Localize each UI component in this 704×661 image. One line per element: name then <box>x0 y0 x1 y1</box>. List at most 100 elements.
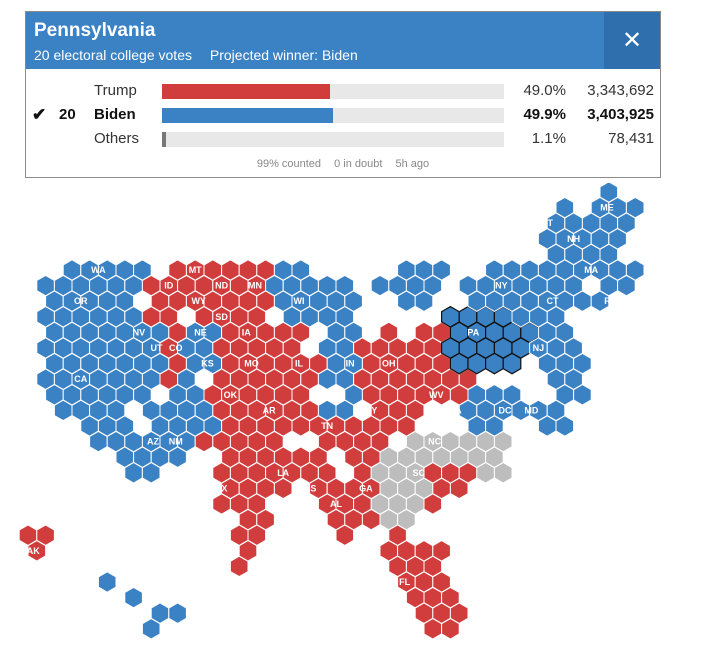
state-label: MS <box>303 483 317 493</box>
state-nj[interactable]: NJ <box>529 321 592 390</box>
state-ia[interactable]: IA <box>242 321 311 359</box>
state-hex <box>449 352 469 375</box>
state-hex <box>449 446 469 468</box>
state-result-panel: Pennsylvania 20 electoral college votes … <box>25 11 661 178</box>
state-ar[interactable]: AR <box>263 399 328 437</box>
state-mn[interactable]: MN <box>248 259 328 328</box>
state-label: NE <box>194 327 207 337</box>
state-hex <box>467 352 487 375</box>
state-mi[interactable]: MI <box>366 259 451 312</box>
state-hex <box>27 540 47 562</box>
state-ny[interactable]: NY <box>458 259 575 328</box>
winner-check-icon: ✔ <box>32 105 47 124</box>
state-label: NC <box>428 437 441 447</box>
state-hex <box>608 259 627 281</box>
state-label: TN <box>321 421 333 431</box>
state-ks[interactable]: KS <box>201 352 258 390</box>
state-hi[interactable]: HI <box>97 571 187 640</box>
state-tx[interactable]: TX <box>194 415 293 578</box>
candidate-name: Others <box>94 130 140 147</box>
state-sd[interactable]: SD <box>215 290 275 328</box>
state-wi[interactable]: WI <box>294 274 363 344</box>
state-label: HI <box>119 608 128 618</box>
state-ct[interactable]: CT <box>547 274 610 312</box>
state-label: AL <box>330 499 342 509</box>
state-de[interactable]: DE <box>539 384 592 406</box>
state-ne[interactable]: NE <box>194 321 258 359</box>
candidate-name: Trump <box>94 82 137 99</box>
state-label: VA <box>450 405 462 415</box>
state-hex <box>493 462 513 484</box>
state-label: CT <box>547 296 559 306</box>
close-button[interactable]: ✕ <box>604 12 660 69</box>
vote-count: 3,403,925 <box>587 106 654 123</box>
state-nm[interactable]: NM <box>168 384 223 453</box>
state-me[interactable]: ME <box>590 183 645 250</box>
vote-share-bar-track <box>162 132 504 147</box>
state-wy[interactable]: WY <box>191 290 240 328</box>
state-label: CO <box>169 343 183 353</box>
state-ut[interactable]: UT <box>151 321 187 390</box>
count-status: 99% counted 0 in doubt 5h ago <box>26 158 660 170</box>
state-pa[interactable]: PA <box>441 305 540 375</box>
state-hex <box>625 259 645 281</box>
state-label: AZ <box>147 437 159 447</box>
state-va[interactable]: VA <box>450 384 522 437</box>
vote-count: 78,431 <box>608 130 654 147</box>
state-hex <box>414 290 434 312</box>
state-label: MT <box>189 265 202 275</box>
state-label: KY <box>365 405 378 415</box>
candidate-name: Biden <box>94 106 136 123</box>
candidate-row-others: Others 1.1% 78,431 <box>26 129 660 151</box>
state-hex <box>423 493 443 515</box>
state-ak[interactable]: AK <box>18 524 55 562</box>
state-label: AR <box>263 405 276 415</box>
state-hex <box>432 446 451 468</box>
state-label: PA <box>467 327 479 337</box>
state-label: MN <box>248 281 262 291</box>
state-title: Pennsylvania <box>34 20 156 41</box>
state-label: IN <box>346 359 355 369</box>
state-co[interactable]: CO <box>169 321 223 390</box>
state-hex <box>511 306 531 328</box>
state-hex <box>370 274 390 297</box>
state-label: ID <box>164 281 174 291</box>
state-hex <box>212 493 231 515</box>
close-icon: ✕ <box>621 27 643 54</box>
state-nc[interactable]: NC <box>405 430 513 484</box>
state-hex <box>441 618 460 640</box>
state-wa[interactable]: WA <box>36 259 152 297</box>
state-mt[interactable]: MT <box>177 259 240 297</box>
state-label: WV <box>429 390 444 400</box>
state-ga[interactable]: GA <box>359 446 434 531</box>
state-or[interactable]: OR <box>36 290 135 328</box>
state-hex <box>502 352 522 375</box>
state-label: CA <box>74 374 87 384</box>
state-hex <box>573 290 592 312</box>
updated-time: 5h ago <box>395 158 430 170</box>
state-hex <box>124 462 143 484</box>
state-hex <box>317 430 337 453</box>
state-hex <box>485 352 504 375</box>
state-label: NJ <box>533 343 545 353</box>
state-ri[interactable]: RI <box>599 274 636 306</box>
state-fl[interactable]: FL <box>379 524 469 640</box>
state-hex <box>423 618 443 640</box>
state-az[interactable]: AZ <box>141 399 205 484</box>
state-md[interactable]: MD <box>524 399 575 437</box>
state-hex <box>467 415 487 437</box>
electoral-votes-text: 20 electoral college votes <box>34 47 192 63</box>
state-hex <box>449 384 469 406</box>
state-hex <box>546 306 566 328</box>
state-tn[interactable]: TN <box>317 415 399 468</box>
state-hex <box>608 228 627 250</box>
state-ma[interactable]: MA <box>546 243 645 281</box>
state-label: WI <box>294 296 305 306</box>
vote-share-bar <box>162 108 333 123</box>
vote-share-bar-track <box>162 84 504 99</box>
state-label: OH <box>382 359 396 369</box>
state-hex <box>141 306 161 328</box>
state-hex <box>247 368 267 390</box>
state-in[interactable]: IN <box>346 321 399 406</box>
state-ky[interactable]: KY <box>365 384 451 437</box>
